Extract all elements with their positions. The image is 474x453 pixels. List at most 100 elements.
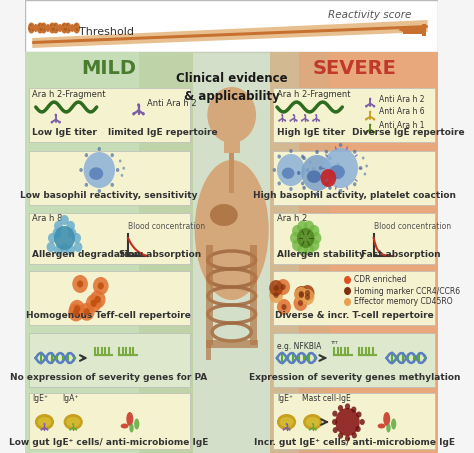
Circle shape: [79, 303, 95, 321]
Circle shape: [418, 352, 420, 355]
Circle shape: [122, 167, 125, 170]
Circle shape: [62, 360, 64, 363]
Circle shape: [365, 105, 367, 107]
Circle shape: [40, 352, 43, 355]
Text: Blood concentration: Blood concentration: [374, 222, 451, 231]
Circle shape: [286, 355, 289, 358]
Circle shape: [72, 359, 75, 361]
Circle shape: [68, 304, 84, 322]
Circle shape: [313, 354, 316, 357]
Ellipse shape: [89, 167, 103, 180]
Circle shape: [273, 292, 279, 298]
Circle shape: [72, 354, 75, 357]
Circle shape: [85, 153, 88, 157]
Text: Low IgE titer: Low IgE titer: [32, 128, 97, 137]
Circle shape: [75, 24, 77, 26]
Ellipse shape: [34, 24, 38, 32]
Ellipse shape: [126, 412, 133, 426]
Text: Homing marker CCR4/CCR6: Homing marker CCR4/CCR6: [354, 286, 460, 295]
Circle shape: [312, 120, 314, 122]
Circle shape: [60, 243, 69, 253]
Circle shape: [54, 226, 75, 250]
Circle shape: [40, 29, 42, 31]
Circle shape: [297, 353, 300, 357]
Circle shape: [337, 163, 339, 165]
Circle shape: [345, 435, 350, 441]
Circle shape: [353, 182, 356, 186]
Circle shape: [51, 352, 53, 355]
Circle shape: [79, 168, 83, 172]
Circle shape: [339, 143, 342, 147]
Circle shape: [309, 225, 319, 237]
Text: Incr. gut IgE⁺ cells/ anti-microbiome IgE: Incr. gut IgE⁺ cells/ anti-microbiome Ig…: [254, 438, 455, 447]
Circle shape: [51, 24, 52, 26]
Circle shape: [311, 232, 321, 244]
Circle shape: [369, 98, 371, 101]
Circle shape: [289, 429, 291, 431]
Bar: [25, 0, 438, 52]
Circle shape: [41, 28, 43, 30]
Circle shape: [344, 276, 351, 284]
Circle shape: [56, 29, 57, 31]
Circle shape: [339, 189, 342, 193]
Bar: [29, 271, 190, 325]
Circle shape: [304, 114, 306, 116]
Ellipse shape: [303, 414, 322, 430]
Ellipse shape: [134, 419, 139, 429]
Circle shape: [277, 154, 305, 186]
Bar: [29, 333, 190, 387]
Text: MILD: MILD: [82, 58, 137, 77]
Ellipse shape: [282, 168, 294, 179]
Circle shape: [56, 353, 59, 357]
Circle shape: [292, 114, 294, 116]
Ellipse shape: [73, 23, 80, 34]
Circle shape: [315, 114, 317, 116]
Circle shape: [335, 408, 360, 436]
Ellipse shape: [277, 414, 296, 430]
Circle shape: [56, 360, 59, 362]
Text: High basophil activity, platelet coaction: High basophil activity, platelet coactio…: [253, 191, 456, 200]
Ellipse shape: [280, 417, 293, 427]
Text: ᵀᵀᵀ: ᵀᵀᵀ: [330, 342, 338, 348]
Circle shape: [45, 358, 48, 361]
Circle shape: [319, 166, 322, 170]
Text: Anti Ara h 1: Anti Ara h 1: [379, 120, 424, 130]
Ellipse shape: [64, 414, 83, 430]
Circle shape: [269, 280, 283, 296]
Circle shape: [281, 114, 283, 116]
Bar: [29, 151, 190, 205]
Text: IgA⁺: IgA⁺: [62, 394, 78, 403]
Circle shape: [142, 112, 145, 116]
Ellipse shape: [36, 23, 44, 34]
Text: Effector memory CD45RO: Effector memory CD45RO: [354, 298, 452, 307]
Circle shape: [86, 294, 101, 312]
Ellipse shape: [64, 23, 72, 34]
Circle shape: [277, 182, 281, 185]
Circle shape: [412, 360, 415, 363]
Bar: [273, 333, 435, 387]
Text: Allergen stability: Allergen stability: [277, 250, 365, 259]
Circle shape: [338, 177, 341, 180]
Ellipse shape: [40, 23, 47, 34]
Circle shape: [286, 358, 289, 361]
Circle shape: [273, 168, 276, 172]
Circle shape: [53, 28, 55, 30]
Circle shape: [90, 290, 106, 308]
Circle shape: [325, 182, 328, 186]
Ellipse shape: [307, 170, 321, 183]
Circle shape: [353, 150, 356, 154]
Bar: [164, 52, 299, 453]
Text: Diverse & incr. T-cell repertoire: Diverse & incr. T-cell repertoire: [275, 311, 434, 320]
Polygon shape: [270, 52, 330, 453]
Circle shape: [294, 287, 308, 303]
Circle shape: [54, 24, 56, 26]
Circle shape: [328, 156, 332, 160]
Circle shape: [373, 118, 375, 120]
Circle shape: [401, 361, 404, 364]
Bar: [422, 24, 426, 36]
Ellipse shape: [28, 23, 35, 34]
Circle shape: [297, 360, 300, 362]
Circle shape: [391, 361, 393, 364]
Text: Blood concentration: Blood concentration: [128, 222, 205, 231]
Circle shape: [73, 233, 81, 243]
